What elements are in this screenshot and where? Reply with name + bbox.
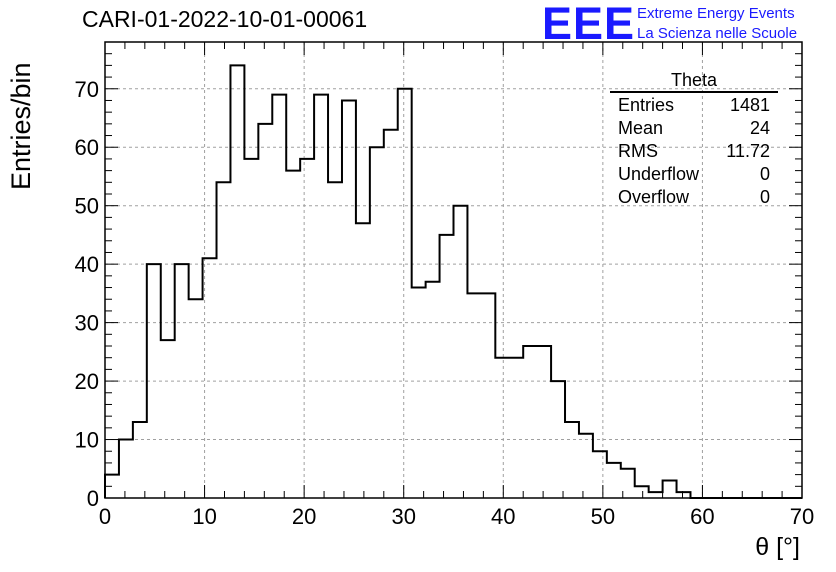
y-tick-label: 70 bbox=[75, 77, 99, 102]
histogram-bin bbox=[509, 358, 523, 498]
plot-frame bbox=[104, 41, 803, 499]
stats-title: Theta bbox=[610, 70, 778, 93]
histogram-bin bbox=[230, 65, 244, 498]
x-tick-label: 40 bbox=[491, 504, 515, 529]
logo-mark: EEE bbox=[542, 0, 636, 49]
y-tick-label: 40 bbox=[75, 252, 99, 277]
histogram-bin bbox=[607, 463, 621, 498]
histogram-bin bbox=[412, 288, 426, 498]
stats-row-value: 0 bbox=[759, 187, 770, 207]
stats-row-label: RMS bbox=[618, 141, 658, 161]
stats-row-value: 1481 bbox=[729, 95, 770, 115]
histogram-bin bbox=[258, 124, 272, 498]
stats-row-label: Mean bbox=[618, 118, 664, 138]
histogram-bin bbox=[342, 100, 356, 498]
histogram-bin bbox=[454, 206, 468, 498]
y-tick-label: 0 bbox=[87, 486, 99, 511]
histogram-bin bbox=[272, 95, 286, 498]
histogram-bin bbox=[481, 293, 495, 498]
histogram-bin bbox=[467, 293, 481, 498]
stats-row: RMS 11.72 bbox=[610, 140, 778, 163]
histogram-bin bbox=[663, 480, 677, 498]
histogram-bin bbox=[440, 235, 454, 498]
histogram-bin bbox=[217, 182, 231, 498]
histogram-bin bbox=[189, 299, 203, 498]
histogram-bin bbox=[537, 346, 551, 498]
stats-row: Overflow 0 bbox=[610, 186, 778, 209]
stats-row-value: 24 bbox=[749, 118, 770, 138]
histogram-bin bbox=[133, 422, 147, 498]
logo-text-line2: La Scienza nelle Scuole bbox=[637, 25, 798, 42]
stats-row: Underflow 0 bbox=[610, 163, 778, 186]
stats-row-label: Overflow bbox=[618, 187, 690, 207]
histogram-bin bbox=[314, 95, 328, 498]
stats-row: Entries 1481 bbox=[610, 94, 778, 117]
x-tick-label: 20 bbox=[292, 504, 316, 529]
histogram-bin bbox=[565, 422, 579, 498]
stats-row-value: 0 bbox=[759, 164, 770, 184]
histogram-bin bbox=[495, 358, 509, 498]
y-tick-label: 30 bbox=[75, 311, 99, 336]
stats-row-value: 11.72 bbox=[726, 141, 770, 161]
histogram-bin bbox=[286, 171, 300, 498]
stats-row-label: Underflow bbox=[618, 164, 700, 184]
y-tick-label: 10 bbox=[75, 428, 99, 453]
histogram-bin bbox=[426, 282, 440, 498]
histogram-bin bbox=[300, 159, 314, 498]
histogram-bin bbox=[244, 159, 258, 498]
histogram-step-line bbox=[104, 64, 802, 499]
x-tick-label: 60 bbox=[690, 504, 714, 529]
histogram-bin bbox=[119, 440, 133, 498]
histogram-bin bbox=[635, 486, 649, 498]
stats-box: Theta Entries 1481 Mean 24 RMS 11.72 Underflow… bbox=[610, 70, 778, 209]
histogram-bin bbox=[328, 182, 342, 498]
x-tick-label: 70 bbox=[790, 504, 814, 529]
stats-rows: Entries 1481 Mean 24 RMS 11.72 Underflow 0 Overf… bbox=[610, 94, 778, 209]
chart-title: CARI-01-2022-10-01-00061 bbox=[82, 6, 368, 32]
histogram-bin bbox=[398, 89, 412, 498]
histogram-bin bbox=[523, 346, 537, 498]
logo-text-line1: Extreme Energy Events bbox=[637, 5, 795, 22]
histogram-bin bbox=[161, 340, 175, 498]
y-tick-label: 60 bbox=[75, 135, 99, 160]
histogram-bin bbox=[384, 130, 398, 498]
histogram-bin bbox=[579, 434, 593, 498]
x-tick-label: 50 bbox=[591, 504, 615, 529]
x-tick-label: 30 bbox=[391, 504, 415, 529]
stats-row-label: Entries bbox=[618, 95, 675, 115]
y-tick-label: 20 bbox=[75, 369, 99, 394]
histogram-bin bbox=[175, 264, 189, 498]
stats-row: Mean 24 bbox=[610, 117, 778, 140]
x-axis-label: θ [°] bbox=[755, 533, 800, 561]
x-tick-label: 10 bbox=[192, 504, 216, 529]
histogram-bin bbox=[593, 451, 607, 498]
x-tick-label: 0 bbox=[99, 504, 111, 529]
y-tick-label: 50 bbox=[75, 194, 99, 219]
